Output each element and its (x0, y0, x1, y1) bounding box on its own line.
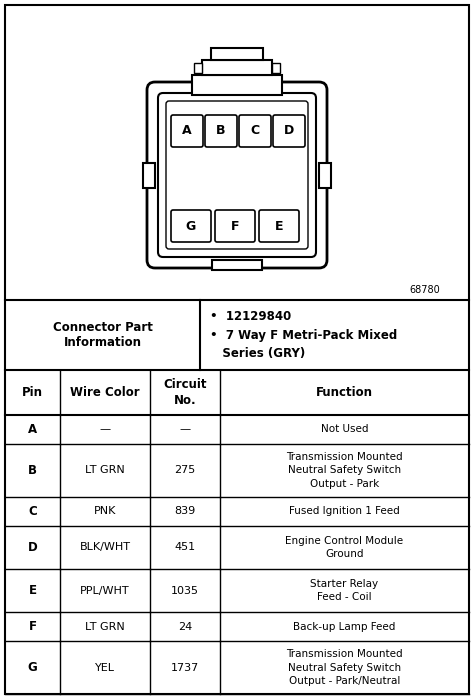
Bar (319, 162, 331, 187)
FancyBboxPatch shape (273, 115, 305, 147)
Bar (192, 75, 282, 95)
Text: LT GRN: LT GRN (85, 466, 125, 475)
Bar (272, 63, 280, 73)
Text: YEL: YEL (95, 663, 115, 672)
Text: Back-up Lamp Feed: Back-up Lamp Feed (293, 621, 396, 632)
Bar (143, 162, 155, 187)
Text: PPL/WHT: PPL/WHT (80, 586, 130, 596)
Text: 1737: 1737 (171, 663, 199, 672)
FancyBboxPatch shape (259, 210, 299, 242)
Text: Engine Control Module
Ground: Engine Control Module Ground (285, 535, 403, 559)
Bar (212, 260, 262, 270)
Text: LT GRN: LT GRN (85, 621, 125, 632)
Text: Circuit
No.: Circuit No. (163, 378, 207, 407)
Text: —: — (180, 424, 191, 435)
Text: B: B (216, 124, 226, 138)
Text: A: A (28, 423, 37, 436)
Text: 24: 24 (178, 621, 192, 632)
Text: D: D (284, 124, 294, 138)
Bar (194, 63, 202, 73)
Text: 451: 451 (174, 542, 196, 552)
Bar (211, 48, 263, 60)
Text: Not Used: Not Used (321, 424, 368, 435)
Text: F: F (28, 620, 36, 633)
FancyBboxPatch shape (215, 210, 255, 242)
FancyBboxPatch shape (239, 115, 271, 147)
FancyBboxPatch shape (171, 210, 211, 242)
Text: C: C (250, 124, 260, 138)
Text: G: G (27, 661, 37, 674)
FancyBboxPatch shape (205, 115, 237, 147)
Text: Transmission Mounted
Neutral Safety Switch
Output - Park/Neutral: Transmission Mounted Neutral Safety Swit… (286, 649, 403, 686)
FancyBboxPatch shape (171, 115, 203, 147)
FancyBboxPatch shape (147, 82, 327, 268)
Text: B: B (28, 464, 37, 477)
Text: A: A (182, 124, 192, 138)
Text: G: G (186, 219, 196, 233)
Text: 1035: 1035 (171, 586, 199, 596)
Bar (202, 60, 272, 75)
Text: 68780: 68780 (409, 285, 440, 295)
Text: 275: 275 (174, 466, 196, 475)
Text: Connector Part
Information: Connector Part Information (53, 321, 153, 349)
Text: E: E (28, 584, 36, 597)
Text: Fused Ignition 1 Feed: Fused Ignition 1 Feed (289, 506, 400, 516)
FancyBboxPatch shape (158, 93, 316, 257)
Text: 839: 839 (174, 506, 196, 516)
Text: Pin: Pin (22, 386, 43, 399)
Text: —: — (100, 424, 110, 435)
Text: Starter Relay
Feed - Coil: Starter Relay Feed - Coil (310, 579, 379, 602)
Text: E: E (275, 219, 283, 233)
Text: BLK/WHT: BLK/WHT (80, 542, 130, 552)
Text: D: D (27, 541, 37, 554)
FancyBboxPatch shape (166, 101, 308, 249)
Text: Transmission Mounted
Neutral Safety Switch
Output - Park: Transmission Mounted Neutral Safety Swit… (286, 452, 403, 489)
Text: F: F (231, 219, 239, 233)
Text: PNK: PNK (94, 506, 116, 516)
Text: Wire Color: Wire Color (70, 386, 140, 399)
Text: Function: Function (316, 386, 373, 399)
Text: C: C (28, 505, 37, 518)
Text: •  12129840
•  7 Way F Metri-Pack Mixed
   Series (GRY): • 12129840 • 7 Way F Metri-Pack Mixed Se… (210, 310, 397, 361)
